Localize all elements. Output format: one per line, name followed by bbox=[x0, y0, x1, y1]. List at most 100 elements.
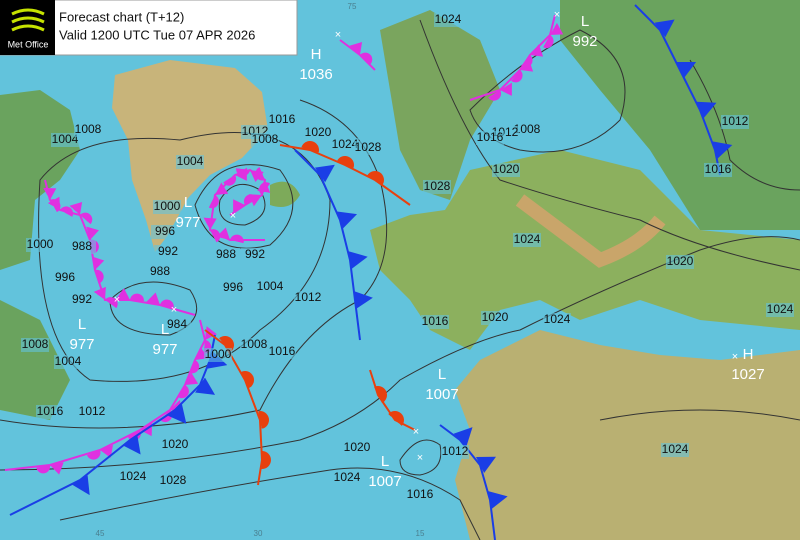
isobar-label: 1016 bbox=[269, 112, 296, 126]
center-letter: L bbox=[581, 13, 589, 30]
isobar-label: 1020 bbox=[667, 254, 694, 268]
isobar-label: 1020 bbox=[482, 310, 509, 324]
center-letter: L bbox=[438, 366, 446, 383]
grid-label: 30 bbox=[254, 529, 263, 538]
isobar-label-bg bbox=[251, 133, 279, 147]
isobar-label: 1008 bbox=[514, 122, 541, 136]
isobar-label: 988 bbox=[216, 247, 236, 261]
isobar-label: 1004 bbox=[55, 354, 82, 368]
isobar-label: 1016 bbox=[477, 130, 504, 144]
isobar-label-bg bbox=[26, 238, 54, 252]
isobar-label: 1008 bbox=[252, 132, 279, 146]
isobar-label: 1004 bbox=[52, 132, 79, 146]
center-cross: × bbox=[114, 294, 120, 306]
isobar-label-bg bbox=[513, 233, 541, 247]
isobar-label: 1016 bbox=[422, 314, 449, 328]
isobar-label-bg bbox=[78, 405, 106, 419]
isobar-label-bg bbox=[666, 255, 694, 269]
isobar-label: 1020 bbox=[493, 162, 520, 176]
isobar-label: 1004 bbox=[257, 279, 284, 293]
isobar-label: 1024 bbox=[334, 470, 361, 484]
isobar-label-bg bbox=[354, 141, 382, 155]
isobar-label-bg bbox=[68, 240, 96, 254]
isobar-label-bg bbox=[721, 115, 749, 129]
isobar-label: 992 bbox=[245, 247, 265, 261]
center-cross: × bbox=[230, 210, 236, 222]
isobar-label: 988 bbox=[150, 264, 170, 278]
isobar-label-bg bbox=[304, 126, 332, 140]
center-letter: H bbox=[743, 346, 754, 363]
isobar-label-bg bbox=[421, 315, 449, 329]
isobar-label: 1024 bbox=[767, 302, 794, 316]
isobar-label-bg bbox=[423, 180, 451, 194]
center-pressure: 1007 bbox=[368, 473, 401, 490]
center-pressure: 1007 bbox=[425, 386, 458, 403]
isobar-label-bg bbox=[204, 348, 232, 362]
isobar-label: 1008 bbox=[22, 337, 49, 351]
center-pressure: 977 bbox=[69, 336, 94, 353]
isobar-label-bg bbox=[331, 138, 359, 152]
chart-title: Forecast chart (T+12) bbox=[59, 9, 184, 24]
center-letter: L bbox=[78, 316, 86, 333]
isobar-label-bg bbox=[766, 303, 794, 317]
center-cross: × bbox=[413, 426, 419, 438]
isobar-label-bg bbox=[434, 13, 462, 27]
isobar-label: 1012 bbox=[79, 404, 106, 418]
isobar-label-bg bbox=[68, 293, 96, 307]
isobar-label-bg bbox=[153, 200, 181, 214]
isobar-label: 1024 bbox=[544, 312, 571, 326]
isobar-label-bg bbox=[154, 245, 182, 259]
isobar-label-bg bbox=[36, 405, 64, 419]
center-pressure: 977 bbox=[152, 341, 177, 358]
isobar-label: 996 bbox=[223, 280, 243, 294]
isobar-label-bg bbox=[240, 338, 268, 352]
isobar-label-bg bbox=[343, 441, 371, 455]
isobar-label: 1000 bbox=[154, 199, 181, 213]
center-letter: L bbox=[161, 321, 169, 338]
isobar-label: 984 bbox=[167, 317, 187, 331]
isobar-label: 1020 bbox=[344, 440, 371, 454]
isobar-label-bg bbox=[406, 488, 434, 502]
isobar-label: 996 bbox=[55, 270, 75, 284]
isobar-label: 996 bbox=[155, 224, 175, 238]
isobar-label-bg bbox=[661, 443, 689, 457]
isobar-label: 1000 bbox=[205, 347, 232, 361]
header: Met Office Forecast chart (T+12) Valid 1… bbox=[0, 0, 298, 56]
isobar-label: 1000 bbox=[27, 237, 54, 251]
isobar-label-bg bbox=[441, 445, 469, 459]
isobar-label: 1028 bbox=[424, 179, 451, 193]
isobar-label-bg bbox=[176, 155, 204, 169]
isobar-label: 1016 bbox=[269, 344, 296, 358]
logo-text: Met Office bbox=[8, 39, 49, 49]
isobar-label: 1004 bbox=[177, 154, 204, 168]
isobar-label-bg bbox=[219, 281, 247, 295]
isobar-label-bg bbox=[146, 265, 174, 279]
center-letter: H bbox=[311, 46, 322, 63]
isobar-label: 1020 bbox=[162, 437, 189, 451]
labels: 1004100810041012100810161020102410281000… bbox=[21, 2, 794, 538]
isobar-label-bg bbox=[74, 123, 102, 137]
isobar-label-bg bbox=[51, 271, 79, 285]
center-pressure: 1036 bbox=[299, 66, 332, 83]
isobar-label: 1008 bbox=[241, 337, 268, 351]
isobar-label: 1028 bbox=[355, 140, 382, 154]
center-cross: × bbox=[417, 452, 423, 464]
isobar-label: 1020 bbox=[305, 125, 332, 139]
isobar-label-bg bbox=[268, 113, 296, 127]
isobar-label-bg bbox=[163, 318, 191, 332]
isobar-label-bg bbox=[241, 248, 269, 262]
isobar-label: 1024 bbox=[120, 469, 147, 483]
isobar-label-bg bbox=[256, 280, 284, 294]
isobar-label-bg bbox=[481, 311, 509, 325]
center-letter: L bbox=[184, 194, 192, 211]
center-pressure: 992 bbox=[572, 33, 597, 50]
isobar-label: 1028 bbox=[160, 473, 187, 487]
isobar-label-bg bbox=[54, 355, 82, 369]
isobar-label: 1024 bbox=[332, 137, 359, 151]
center-pressure: 977 bbox=[175, 214, 200, 231]
center-cross: × bbox=[732, 351, 738, 363]
center-cross: × bbox=[554, 9, 560, 21]
isobar-label: 1016 bbox=[407, 487, 434, 501]
isobar-label-bg bbox=[212, 248, 240, 262]
